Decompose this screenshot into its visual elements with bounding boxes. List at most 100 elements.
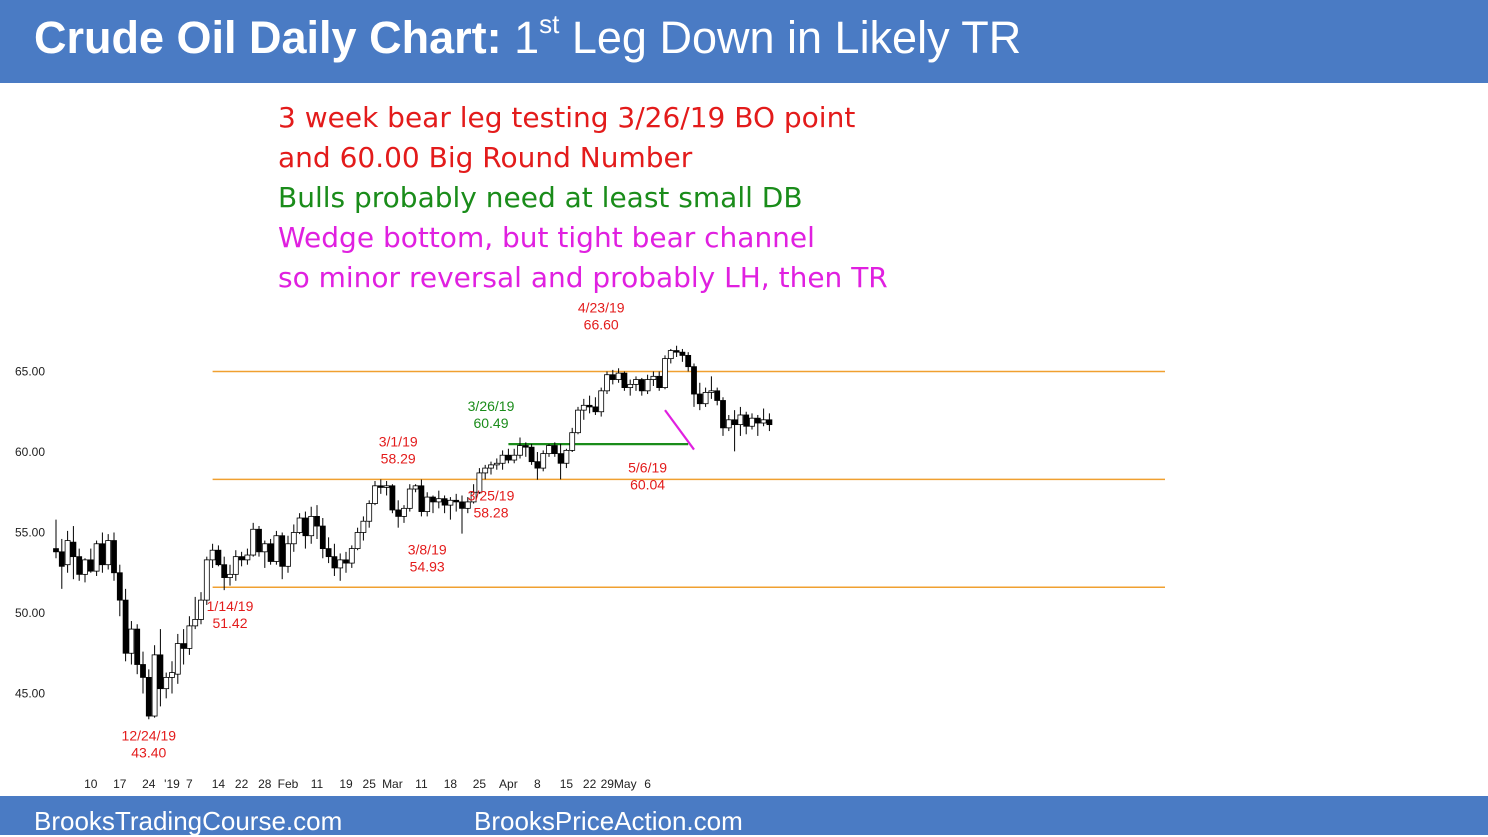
- candle-body-up: [192, 619, 199, 627]
- candle-body-down: [459, 501, 465, 509]
- candle-body-up: [366, 503, 373, 522]
- candle-body-down: [331, 556, 338, 569]
- annotation-price: 60.04: [630, 476, 665, 492]
- candle-body-up: [64, 540, 71, 566]
- candle-body-down: [314, 515, 320, 527]
- candle-body-down: [557, 453, 564, 464]
- candle-body-up: [169, 672, 175, 678]
- annotation-date: 1/14/19: [207, 598, 254, 614]
- candle-body-up: [348, 548, 355, 564]
- candle-body-up: [476, 472, 483, 493]
- candle-body-up: [737, 414, 744, 426]
- candle-body-down: [430, 496, 436, 503]
- candle-body-up: [662, 358, 668, 388]
- candle-body-up: [198, 599, 204, 620]
- candle-body-down: [58, 551, 65, 567]
- candle-body-down: [586, 404, 593, 408]
- y-tick-label: 60.00: [15, 445, 45, 459]
- candle-body-up: [151, 654, 158, 717]
- candle-body-up: [337, 559, 344, 569]
- candle-body-down: [418, 485, 425, 512]
- candle-body-down: [267, 543, 274, 562]
- x-tick-label: Feb: [278, 777, 299, 791]
- candle-body-down: [140, 664, 146, 678]
- candle-body-down: [302, 517, 309, 537]
- candle-body-down: [528, 446, 535, 463]
- candle-body-up: [708, 390, 715, 393]
- candle-body-up: [82, 559, 88, 575]
- candle-body-up: [511, 454, 518, 461]
- x-tick-label: 22: [235, 777, 249, 791]
- x-tick-label: Mar: [382, 777, 403, 791]
- candle-body-up: [406, 488, 413, 509]
- candle-body-down: [215, 549, 222, 566]
- candle-body-up: [604, 374, 610, 392]
- title-ordinal: st: [539, 9, 560, 39]
- x-tick-label: 22: [583, 777, 597, 791]
- candle-body-up: [563, 449, 570, 464]
- candle-body-up: [163, 677, 170, 690]
- annotation-price: 66.60: [584, 317, 619, 333]
- x-tick-label: 18: [444, 777, 458, 791]
- candle-body-up: [209, 549, 216, 561]
- x-tick-label: 28: [258, 777, 272, 791]
- candle-body-down: [743, 414, 750, 427]
- candle-body-down: [766, 419, 773, 426]
- x-tick-label: 24: [142, 777, 156, 791]
- candle-body-up: [447, 499, 454, 506]
- candle-body-up: [203, 559, 210, 601]
- footer-link-trading-course[interactable]: BrooksTradingCourse.com: [34, 806, 343, 836]
- y-tick-label: 50.00: [15, 606, 45, 620]
- candle-body-up: [760, 419, 767, 424]
- candle-body-down: [389, 485, 396, 511]
- x-tick-label: 8: [534, 777, 541, 791]
- candle-body-down: [673, 350, 680, 353]
- footer-link-price-action[interactable]: BrooksPriceAction.com: [474, 806, 743, 836]
- candle-body-up: [227, 573, 233, 578]
- note-line-3: Bulls probably need at least small DB: [278, 181, 803, 214]
- candle-body-down: [621, 372, 628, 388]
- y-tick-label: 45.00: [15, 687, 45, 701]
- footer-banner: [0, 796, 1488, 835]
- candle-body-down: [180, 643, 187, 649]
- candle-body-up: [424, 496, 431, 512]
- candle-body-up: [186, 625, 193, 649]
- candle-body-down: [319, 525, 326, 549]
- candle-body-down: [534, 461, 541, 469]
- candle-body-down: [122, 599, 129, 654]
- candle-body-down: [441, 498, 448, 506]
- candle-body-up: [464, 501, 471, 509]
- annotation-price: 54.93: [410, 559, 445, 575]
- candle-body-up: [470, 491, 477, 503]
- candle-body-up: [435, 498, 442, 503]
- candle-body-down: [134, 628, 141, 665]
- y-tick-label: 65.00: [15, 365, 45, 379]
- candle-body-down: [638, 379, 645, 392]
- candle-body-up: [128, 628, 135, 654]
- x-tick-label: 14: [212, 777, 226, 791]
- candle-body-down: [551, 445, 558, 455]
- candle-body-up: [667, 350, 674, 360]
- candle-body-down: [656, 375, 663, 388]
- candle-body-up: [517, 445, 523, 456]
- annotation-price: 43.40: [131, 744, 166, 760]
- annotation-date: 4/23/19: [578, 300, 625, 316]
- candle-body-up: [383, 485, 390, 488]
- x-tick-label: 19: [339, 777, 353, 791]
- title-banner: [0, 0, 1488, 83]
- note-line-1: 3 week bear leg testing 3/26/19 BO point: [278, 101, 856, 134]
- candle-body-down: [731, 419, 738, 426]
- title-bold: Crude Oil Daily Chart:: [34, 12, 502, 63]
- candle-body-up: [401, 507, 407, 517]
- note-line-2: and 60.00 Big Round Number: [278, 141, 693, 174]
- candle-body-up: [615, 372, 622, 380]
- title-leg-number: 1: [514, 12, 540, 63]
- candle-body-up: [174, 643, 181, 675]
- candle-body-down: [111, 540, 117, 574]
- candle-body-up: [598, 390, 605, 413]
- annotation-date: 12/24/19: [122, 727, 177, 743]
- candlestick-chart: 45.00 50.00 55.00 60.00 65.00 10 17 24 '19 7 14 22 2…: [15, 300, 1165, 791]
- x-tick-label: 25: [363, 777, 377, 791]
- x-tick-label: Apr: [499, 777, 518, 791]
- candle-body-down: [377, 485, 384, 488]
